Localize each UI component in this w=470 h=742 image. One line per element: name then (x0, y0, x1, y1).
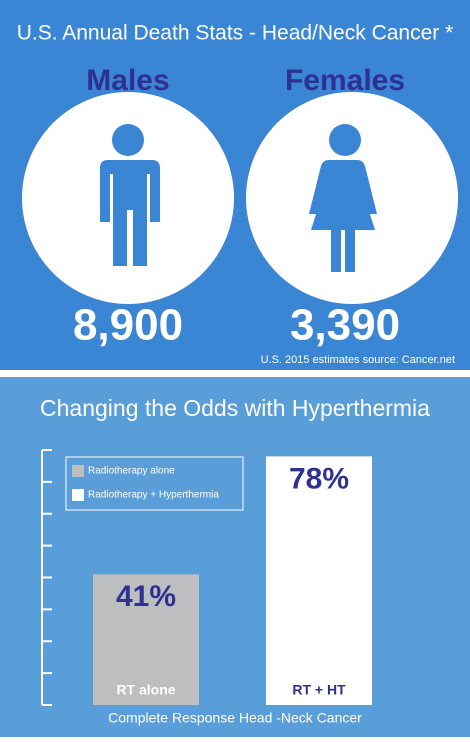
legend-swatch (72, 465, 84, 477)
chart-title: Changing the Odds with Hyperthermia (40, 395, 430, 421)
male-icon (100, 124, 160, 266)
legend-box (65, 456, 244, 511)
bar (93, 574, 199, 705)
stat-label: Females (285, 64, 405, 97)
value-label: 78% (289, 462, 349, 495)
x-axis-title: Complete Response Head -Neck Cancer (108, 710, 362, 726)
legend-swatch (72, 489, 84, 501)
stat-value: 3,390 (290, 301, 400, 350)
x-tick-label: RT alone (116, 682, 175, 698)
bar (266, 456, 372, 705)
legend-label: Radiotherapy + Hyperthermia (88, 490, 219, 501)
title: U.S. Annual Death Stats - Head/Neck Canc… (17, 22, 454, 45)
stat-label: Males (86, 64, 169, 97)
value-label: 41% (116, 580, 176, 613)
stat-value: 8,900 (73, 301, 183, 350)
female-icon (309, 124, 377, 272)
bottom-panel (0, 377, 470, 737)
source: U.S. 2015 estimates source: Cancer.net (261, 354, 455, 366)
legend-label: Radiotherapy alone (88, 466, 175, 477)
x-tick-label: RT + HT (292, 682, 346, 698)
